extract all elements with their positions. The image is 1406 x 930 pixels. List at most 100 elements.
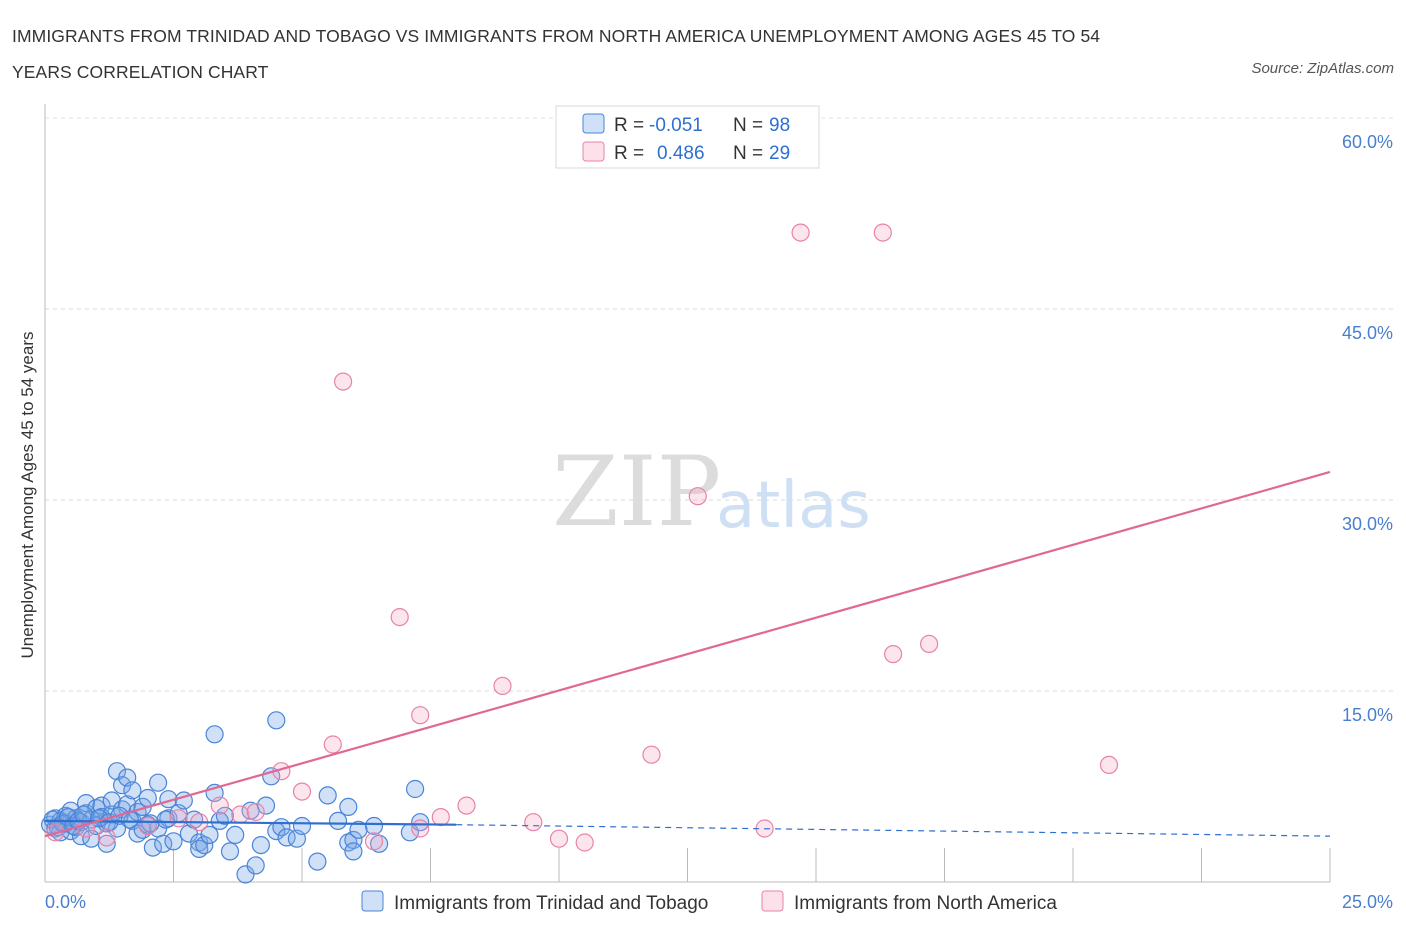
legend-n-value-1: 98 (769, 115, 790, 136)
point-0-81 (370, 834, 389, 853)
point-0-53 (200, 825, 219, 845)
point-1-29 (1099, 755, 1119, 775)
point-1-8 (246, 802, 265, 822)
point-1-15 (390, 607, 409, 627)
point-0-65 (262, 767, 281, 786)
point-0-49 (185, 810, 204, 829)
point-0-41 (149, 773, 168, 792)
series-north-america (46, 223, 1119, 852)
point-0-32 (123, 781, 142, 800)
point-0-66 (267, 711, 286, 730)
point-1-27 (883, 644, 903, 664)
legend-swatch-blue (582, 113, 605, 134)
y-tick-label-30: 30.0% (1342, 514, 1393, 534)
point-1-17 (431, 807, 450, 827)
chart-title-line-2: YEARS CORRELATION CHART (12, 62, 269, 82)
point-0-83 (406, 779, 425, 799)
point-0-37 (138, 788, 157, 808)
point-0-54 (205, 725, 224, 744)
point-0-62 (246, 856, 265, 875)
point-0-63 (251, 835, 270, 855)
point-0-75 (339, 833, 358, 852)
point-1-28 (919, 634, 939, 654)
point-0-78 (344, 842, 363, 861)
point-1-16 (411, 706, 430, 725)
point-1-18 (457, 796, 476, 815)
x-tick-label-max: 25.0% (1342, 892, 1393, 912)
point-0-45 (164, 832, 183, 851)
point-0-64 (256, 796, 276, 815)
point-1-7 (231, 805, 250, 824)
watermark-zip: ZIP (552, 436, 721, 548)
point-1-20 (524, 813, 543, 832)
trendline-extension-0 (456, 824, 1331, 837)
legend-n-label-1: N = (733, 115, 763, 136)
axes (44, 104, 1331, 883)
point-0-14 (76, 793, 96, 813)
point-0-80 (364, 816, 384, 836)
gridlines (45, 117, 1393, 692)
legend-n-label-2: N = (733, 143, 763, 164)
trendline-1 (44, 470, 1331, 838)
watermark-atlas: atlas (716, 469, 871, 543)
point-0-74 (328, 811, 348, 831)
bottom-legend-label-1: Immigrants from Trinidad and Tobago (394, 893, 708, 914)
legend-r-value-2: 0.486 (657, 143, 705, 164)
point-1-26 (873, 223, 892, 242)
point-0-96 (141, 814, 160, 833)
bottom-legend-swatch-pink (761, 890, 784, 912)
legend-swatch-pink (582, 141, 605, 162)
bottom-legend-swatch-blue (361, 890, 384, 912)
x-tick-label-min: 0.0% (45, 892, 86, 912)
source-label: Source: ZipAtlas.com (1251, 60, 1394, 77)
chart-title-line-1: IMMIGRANTS FROM TRINIDAD AND TOBAGO VS I… (12, 26, 1101, 46)
point-1-14 (334, 372, 353, 391)
point-1-19 (493, 676, 512, 696)
series-layer (40, 223, 1119, 884)
trendlines (44, 470, 1331, 838)
point-1-21 (549, 829, 569, 848)
point-1-25 (791, 223, 810, 242)
point-1-2 (97, 828, 116, 847)
point-0-58 (220, 842, 240, 861)
y-tick-labels: 15.0% 30.0% 45.0% 60.0% (1342, 132, 1393, 725)
series-trinidad-tobago (40, 711, 430, 884)
point-1-6 (210, 796, 229, 815)
legend-r-label-2: R = (614, 143, 644, 164)
point-0-72 (308, 852, 327, 871)
bottom-legend-label-2: Immigrants from North America (794, 893, 1057, 914)
point-0-71 (292, 816, 312, 836)
point-0-50 (190, 833, 209, 852)
point-0-52 (195, 835, 214, 855)
point-1-11 (323, 735, 342, 754)
point-0-59 (226, 825, 245, 845)
point-1-22 (575, 833, 594, 852)
legend-box (555, 105, 820, 169)
point-1-24 (688, 487, 707, 506)
chart-title: IMMIGRANTS FROM TRINIDAD AND TOBAGO VS I… (12, 18, 1212, 90)
point-1-12 (364, 832, 384, 851)
trendline-0 (44, 819, 457, 826)
point-1-23 (642, 745, 661, 764)
x-tick-labels: 0.0% 25.0% (45, 892, 1393, 912)
correlation-legend: R = -0.051 N = 98 R = 0.486 N = 29 (555, 105, 820, 169)
watermark: ZIP atlas (552, 436, 871, 548)
y-axis-title: Unemployment Among Ages 45 to 54 years (18, 332, 37, 659)
point-0-22 (97, 834, 116, 853)
point-1-4 (169, 809, 188, 828)
point-0-84 (411, 813, 430, 832)
point-0-39 (143, 838, 162, 857)
y-tick-label-60: 60.0% (1342, 132, 1393, 152)
legend-n-value-2: 29 (769, 143, 790, 164)
point-0-60 (236, 865, 255, 884)
point-1-3 (138, 816, 157, 836)
point-0-56 (210, 811, 229, 831)
point-0-73 (318, 786, 337, 805)
legend-r-value-1: -0.051 (649, 115, 703, 136)
point-1-13 (411, 819, 430, 838)
point-0-76 (339, 797, 358, 817)
point-0-57 (215, 806, 234, 825)
point-1-10 (292, 782, 312, 801)
y-tick-label-15: 15.0% (1342, 705, 1393, 725)
